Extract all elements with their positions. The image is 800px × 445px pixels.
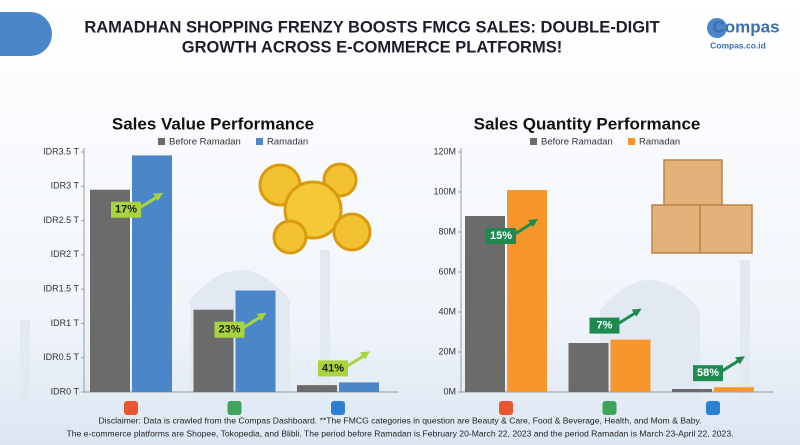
growth-badge (589, 317, 620, 334)
legend-swatch (628, 138, 635, 145)
coins-decoration (258, 162, 372, 255)
disclaimer: The e-commerce platforms are Shopee, Tok… (66, 428, 733, 438)
logo-brand: Compas (712, 17, 779, 36)
y-tick-label: IDR0.5 T (43, 352, 79, 362)
logo-icon (707, 18, 727, 38)
y-tick-label: IDR2.5 T (43, 215, 79, 225)
growth-label: 41% (322, 362, 344, 374)
bar (339, 382, 379, 392)
platform-icon (227, 401, 242, 415)
y-tick-label: IDR1.5 T (43, 284, 79, 294)
title-line: RAMADHAN SHOPPING FRENZY BOOSTS FMCG SAL… (84, 18, 659, 36)
y-tick-label: 0M (443, 386, 456, 396)
platform-icon (499, 401, 513, 415)
y-tick-label: 40M (438, 306, 456, 316)
legend-label: Ramadan (639, 137, 680, 148)
bar (672, 389, 712, 392)
growth-label: 17% (115, 204, 137, 216)
bar (132, 155, 172, 392)
legend-swatch (530, 138, 537, 145)
growth-badge (693, 365, 723, 382)
bar (235, 290, 276, 392)
legend-label: Ramadan (267, 137, 308, 148)
chart-title: Sales Quantity Performance (474, 114, 701, 133)
bar (714, 387, 754, 392)
disclaimer: Disclaimer: Data is crawled from the Com… (98, 415, 701, 425)
growth-arrowhead (360, 351, 370, 360)
platform-icon (331, 401, 345, 415)
legend-label: Before Ramadan (541, 137, 613, 148)
legend-label: Before Ramadan (169, 137, 241, 148)
growth-label: 58% (697, 367, 719, 379)
y-tick-label: IDR3.5 T (43, 146, 79, 156)
y-tick-label: 20M (438, 346, 456, 356)
bar (568, 343, 609, 392)
growth-label: 15% (490, 230, 512, 242)
bar (297, 385, 337, 392)
growth-arrowhead (256, 312, 267, 321)
bar (465, 216, 505, 392)
growth-arrowhead (153, 192, 163, 201)
platform-icon (706, 401, 720, 415)
title-line: GROWTH ACROSS E-COMMERCE PLATFORMS! (182, 38, 562, 56)
growth-badge (486, 228, 516, 244)
growth-arrowhead (631, 308, 642, 317)
growth-badge (111, 201, 141, 218)
growth-arrowhead (735, 356, 745, 365)
growth-badge (318, 360, 348, 377)
bar (610, 339, 651, 392)
y-tick-label: 100M (433, 186, 456, 196)
y-tick-label: 80M (438, 226, 456, 236)
chart-title: Sales Value Performance (112, 114, 314, 133)
boxes-decoration (651, 159, 753, 254)
growth-label: 7% (597, 320, 613, 332)
legend-swatch (256, 138, 263, 145)
y-tick-label: IDR2 T (51, 249, 80, 259)
logo-url: Compas.co.id (710, 40, 766, 50)
platform-icon (602, 401, 617, 415)
bar (90, 189, 130, 392)
growth-badge (214, 321, 245, 338)
y-tick-label: 60M (438, 266, 456, 276)
y-tick-label: IDR3 T (51, 181, 80, 191)
legend-swatch (158, 138, 165, 145)
growth-label: 23% (218, 324, 240, 336)
bar (507, 190, 547, 392)
platform-icon (124, 401, 138, 415)
y-tick-label: 120M (433, 146, 456, 156)
y-tick-label: IDR1 T (51, 318, 80, 328)
corner-shape (0, 12, 52, 56)
y-tick-label: IDR0 T (51, 386, 80, 396)
growth-arrowhead (528, 219, 538, 227)
